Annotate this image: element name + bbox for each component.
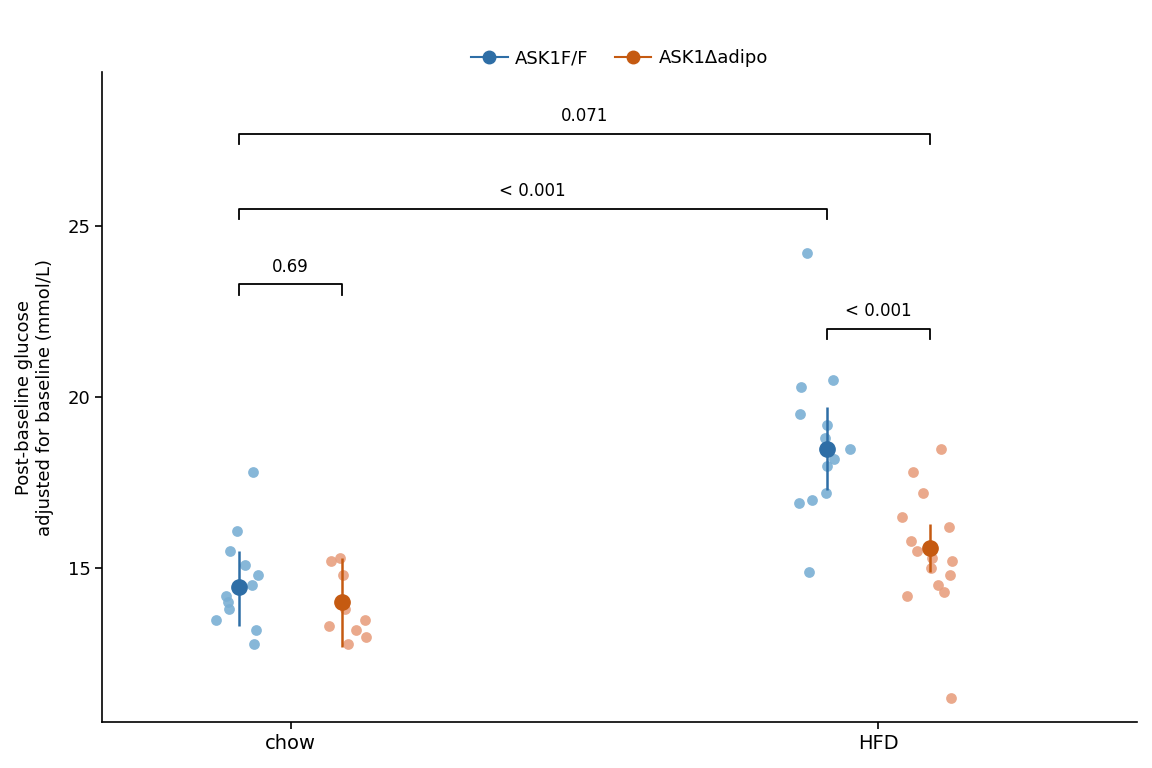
Point [356, 631, 374, 643]
Point [923, 552, 941, 564]
Point [243, 579, 262, 591]
Point [331, 552, 349, 564]
Text: < 0.001: < 0.001 [500, 183, 566, 200]
Point [942, 555, 961, 568]
Point [942, 692, 961, 704]
Point [824, 374, 842, 386]
Point [817, 487, 835, 499]
Point [228, 525, 247, 537]
Point [243, 466, 262, 478]
Point [333, 569, 351, 581]
Point [893, 511, 911, 523]
Point [235, 558, 253, 571]
Point [791, 381, 810, 393]
Point [356, 614, 374, 626]
Point [217, 590, 235, 602]
Point [825, 452, 843, 465]
Point [790, 497, 809, 509]
Point [940, 521, 958, 533]
Point [818, 419, 836, 431]
Point [818, 459, 836, 472]
Text: 0.071: 0.071 [561, 108, 608, 125]
Point [347, 624, 365, 636]
Point [339, 637, 357, 650]
Point [940, 569, 958, 581]
Point [922, 545, 940, 558]
Point [321, 555, 340, 568]
Point [929, 579, 947, 591]
Legend: ASK1F/F, ASK1Δadipo: ASK1F/F, ASK1Δadipo [464, 42, 775, 74]
Point [244, 637, 263, 650]
Y-axis label: Post-baseline glucose
adjusted for baseline (mmol/L): Post-baseline glucose adjusted for basel… [15, 259, 54, 536]
Point [791, 408, 810, 420]
Point [335, 603, 354, 615]
Point [249, 569, 267, 581]
Point [897, 590, 916, 602]
Point [816, 432, 834, 445]
Point [908, 545, 926, 558]
Point [932, 442, 950, 455]
Point [901, 535, 919, 547]
Point [248, 624, 266, 636]
Point [320, 621, 339, 633]
Point [801, 565, 819, 578]
Point [922, 562, 940, 574]
Point [220, 603, 238, 615]
Point [803, 494, 821, 506]
Point [219, 596, 237, 608]
Text: < 0.001: < 0.001 [846, 303, 911, 320]
Point [220, 545, 238, 558]
Point [934, 586, 953, 598]
Text: 0.69: 0.69 [272, 258, 309, 276]
Point [798, 247, 817, 260]
Point [206, 614, 225, 626]
Point [841, 442, 859, 455]
Point [914, 487, 932, 499]
Point [904, 466, 923, 478]
